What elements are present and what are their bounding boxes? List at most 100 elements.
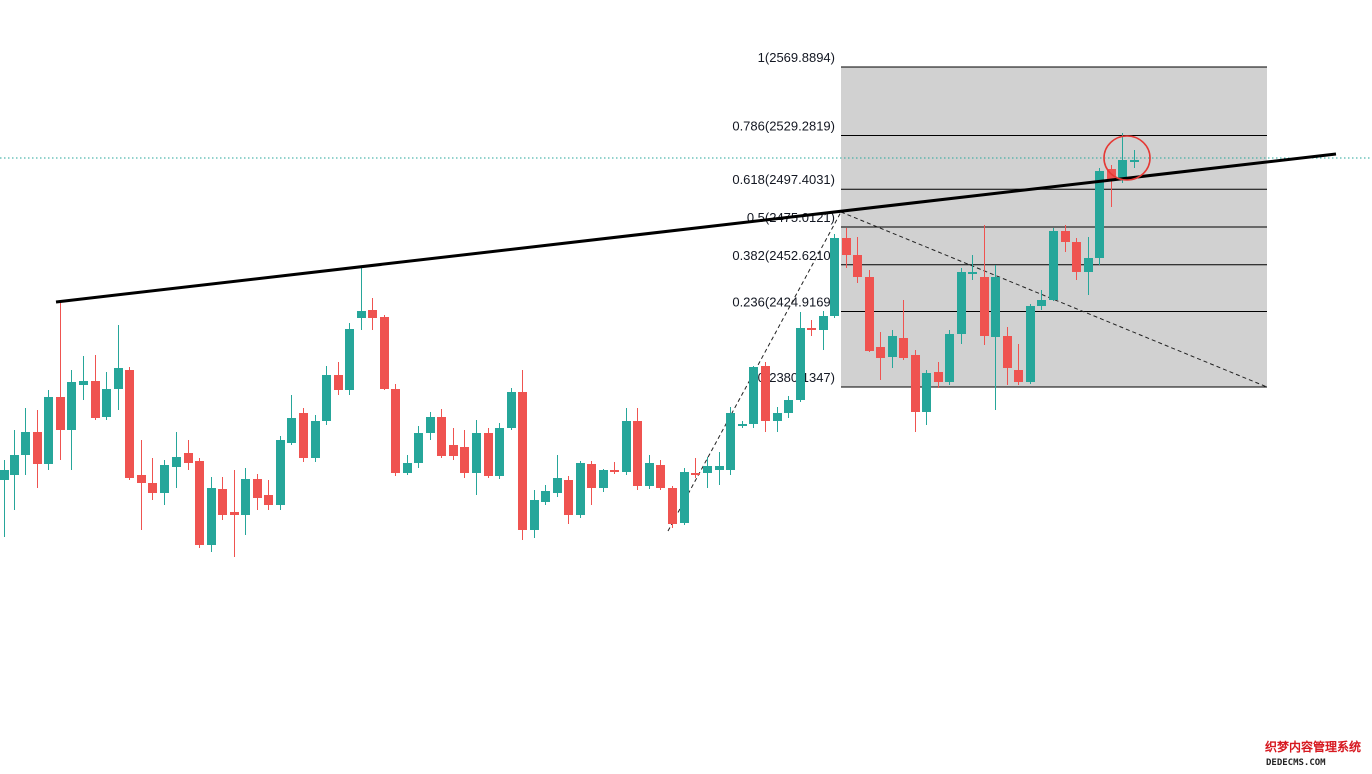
- candle[interactable]: [426, 412, 435, 440]
- candle[interactable]: [195, 458, 204, 548]
- candle[interactable]: [991, 265, 1000, 410]
- candle[interactable]: [10, 430, 19, 510]
- candle[interactable]: [599, 469, 608, 492]
- candle[interactable]: [645, 455, 654, 489]
- candle[interactable]: [414, 426, 423, 468]
- candle[interactable]: [691, 458, 700, 478]
- candle[interactable]: [357, 266, 366, 330]
- candle[interactable]: [1118, 133, 1127, 183]
- candle[interactable]: [888, 330, 897, 368]
- candle[interactable]: [148, 458, 157, 500]
- candle[interactable]: [0, 460, 9, 537]
- candle[interactable]: [842, 228, 851, 268]
- candle[interactable]: [564, 476, 573, 524]
- candle[interactable]: [218, 477, 227, 520]
- candle[interactable]: [553, 455, 562, 497]
- candle[interactable]: [518, 370, 527, 540]
- candle[interactable]: [922, 370, 931, 425]
- candle[interactable]: [253, 474, 262, 510]
- candle[interactable]: [980, 225, 989, 345]
- candle[interactable]: [1084, 237, 1093, 295]
- candle[interactable]: [380, 315, 389, 390]
- candle[interactable]: [207, 477, 216, 552]
- candle[interactable]: [876, 332, 885, 380]
- candle[interactable]: [56, 300, 65, 460]
- candle[interactable]: [495, 423, 504, 479]
- candle[interactable]: [241, 468, 250, 535]
- candle[interactable]: [830, 234, 839, 318]
- candle[interactable]: [276, 436, 285, 510]
- candle[interactable]: [287, 395, 296, 445]
- candle[interactable]: [819, 311, 828, 350]
- candle[interactable]: [633, 408, 642, 490]
- candle[interactable]: [957, 268, 966, 344]
- candle[interactable]: [899, 300, 908, 360]
- candle[interactable]: [449, 428, 458, 460]
- candle[interactable]: [33, 410, 42, 488]
- candle[interactable]: [807, 320, 816, 336]
- candle[interactable]: [1072, 238, 1081, 280]
- candle[interactable]: [703, 457, 712, 488]
- candle[interactable]: [1014, 344, 1023, 385]
- candle[interactable]: [172, 432, 181, 488]
- candle[interactable]: [125, 367, 134, 480]
- candle[interactable]: [102, 372, 111, 420]
- candle[interactable]: [21, 408, 30, 475]
- candle[interactable]: [968, 255, 977, 280]
- candle[interactable]: [749, 366, 758, 428]
- candle[interactable]: [460, 430, 469, 478]
- candle[interactable]: [1037, 290, 1046, 310]
- candle[interactable]: [1061, 225, 1070, 252]
- candle[interactable]: [1026, 304, 1035, 384]
- candle[interactable]: [334, 362, 343, 395]
- candle[interactable]: [541, 485, 550, 505]
- candle[interactable]: [184, 440, 193, 470]
- candle[interactable]: [484, 428, 493, 478]
- candle[interactable]: [403, 455, 412, 475]
- candle[interactable]: [680, 468, 689, 525]
- candle[interactable]: [761, 362, 770, 432]
- candle[interactable]: [530, 490, 539, 538]
- candle[interactable]: [610, 462, 619, 474]
- candle[interactable]: [945, 330, 954, 385]
- candle[interactable]: [796, 312, 805, 402]
- candle[interactable]: [853, 237, 862, 283]
- candle[interactable]: [507, 388, 516, 430]
- trendline[interactable]: [55, 152, 1337, 304]
- candle[interactable]: [715, 452, 724, 485]
- candle[interactable]: [44, 390, 53, 470]
- candle[interactable]: [322, 366, 331, 425]
- candle[interactable]: [1130, 150, 1139, 168]
- candle[interactable]: [773, 407, 782, 432]
- candle[interactable]: [587, 461, 596, 505]
- candle[interactable]: [1049, 228, 1058, 301]
- candle[interactable]: [368, 298, 377, 330]
- candle[interactable]: [1095, 168, 1104, 265]
- candle[interactable]: [114, 325, 123, 410]
- candle[interactable]: [865, 270, 874, 352]
- candle[interactable]: [230, 470, 239, 557]
- candle[interactable]: [934, 362, 943, 388]
- fib-anchor-line[interactable]: [667, 211, 842, 532]
- candle[interactable]: [91, 355, 100, 420]
- candle[interactable]: [311, 415, 320, 462]
- candle[interactable]: [299, 408, 308, 462]
- candle[interactable]: [668, 486, 677, 528]
- candle[interactable]: [1003, 327, 1012, 385]
- candle[interactable]: [911, 350, 920, 432]
- candle[interactable]: [264, 480, 273, 510]
- candle[interactable]: [656, 460, 665, 490]
- candle[interactable]: [137, 440, 146, 530]
- candle[interactable]: [391, 384, 400, 476]
- candle[interactable]: [622, 408, 631, 475]
- candle[interactable]: [576, 461, 585, 518]
- candle[interactable]: [726, 407, 735, 475]
- candle[interactable]: [79, 356, 88, 400]
- candle[interactable]: [784, 396, 793, 418]
- fibonacci-retracement[interactable]: 1(2569.8894) 0.786(2529.2819) 0.618(2497.4…: [732, 50, 1267, 388]
- candle[interactable]: [67, 370, 76, 470]
- candle[interactable]: [472, 420, 481, 495]
- candle[interactable]: [160, 460, 169, 505]
- candle[interactable]: [738, 421, 747, 428]
